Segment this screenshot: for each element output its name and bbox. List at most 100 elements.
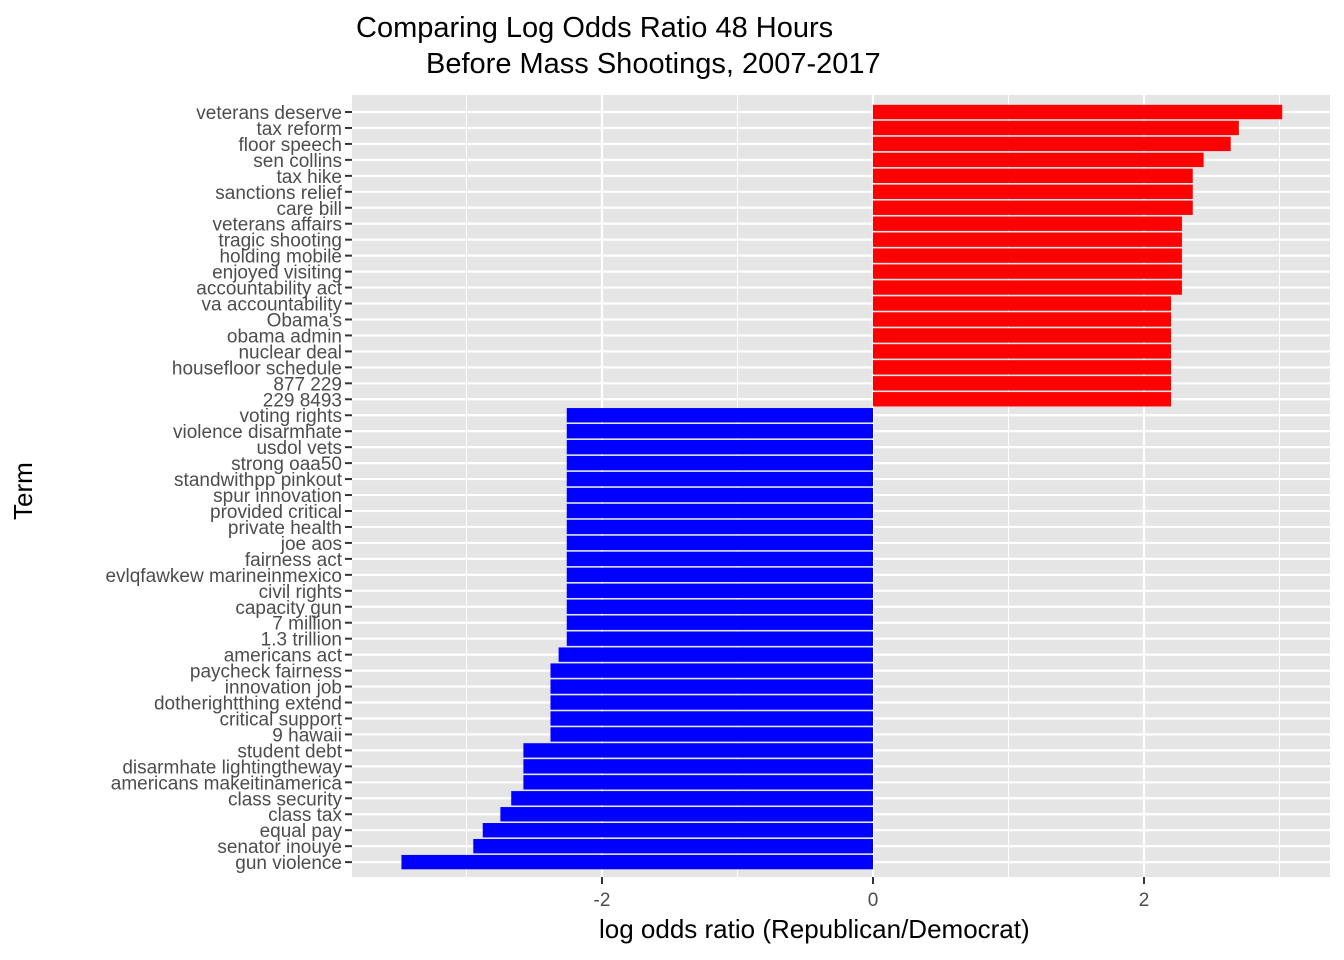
bar — [566, 615, 873, 630]
y-tick-label: private health — [228, 518, 342, 539]
y-tick-label: 877 229 — [273, 374, 342, 395]
bar — [566, 583, 873, 598]
y-tick-label: obama admin — [227, 326, 342, 347]
y-tick-label: 9 hawaii — [272, 725, 342, 746]
y-tick-label: equal pay — [260, 821, 343, 842]
y-tick-label: tragic shooting — [218, 231, 342, 252]
y-tick-label: spur innovation — [213, 486, 342, 507]
y-tick-label: voting rights — [240, 406, 342, 427]
bar — [401, 854, 873, 870]
y-tick-label: class tax — [268, 805, 342, 826]
y-tick-label: violence disarmhate — [173, 422, 342, 443]
bar — [873, 280, 1182, 295]
bar — [550, 695, 873, 710]
bar — [566, 535, 873, 551]
y-tick-label: usdol vets — [256, 438, 342, 459]
bar — [873, 104, 1283, 120]
y-tick-label: americans act — [224, 646, 343, 667]
bar — [873, 312, 1172, 327]
bar — [873, 200, 1193, 215]
y-tick-label: holding mobile — [219, 247, 342, 268]
chart-title-line-1: Comparing Log Odds Ratio 48 Hours — [356, 12, 834, 44]
bar — [873, 328, 1172, 343]
bar — [566, 455, 873, 471]
bar — [558, 647, 873, 662]
bar — [873, 232, 1182, 247]
bar — [550, 727, 873, 742]
y-tick-label: housefloor schedule — [172, 358, 342, 379]
bar — [550, 663, 873, 678]
y-tick-label: evlqfawkew marineinmexico — [105, 566, 342, 587]
y-tick-label: provided critical — [210, 502, 342, 523]
y-tick-label: care bill — [277, 199, 342, 220]
y-axis-title: Term — [8, 462, 38, 520]
y-tick-label: student debt — [237, 741, 342, 762]
y-tick-label: sen collins — [253, 151, 342, 172]
bar — [566, 471, 873, 487]
y-tick-label: tax reform — [256, 119, 342, 140]
y-tick-label: americans makeitinamerica — [111, 773, 343, 794]
y-tick-label: strong oaa50 — [231, 454, 342, 475]
x-tick-label: -2 — [594, 890, 611, 911]
y-tick-label: tax hike — [277, 167, 342, 188]
bar — [523, 759, 873, 774]
x-tick-label: 0 — [868, 890, 879, 911]
bar — [566, 599, 873, 614]
y-tick-label: 229 8493 — [263, 390, 342, 411]
bar — [873, 136, 1231, 152]
bar — [873, 184, 1193, 199]
y-tick-label: sanctions relief — [215, 183, 342, 204]
bar — [511, 791, 873, 806]
bar — [566, 551, 873, 567]
y-tick-label: civil rights — [259, 582, 342, 603]
bar — [873, 120, 1239, 136]
y-tick-label: fairness act — [245, 550, 343, 571]
bar — [566, 519, 873, 535]
bar — [523, 775, 873, 790]
bar — [473, 838, 873, 854]
y-tick-label: accountability act — [196, 279, 342, 300]
y-tick-label: innovation job — [225, 678, 342, 699]
y-tick-label: 1.3 trillion — [261, 630, 342, 651]
y-tick-label: critical support — [220, 709, 343, 730]
bar — [550, 711, 873, 726]
bar — [523, 743, 873, 758]
bar — [482, 823, 873, 838]
bar — [500, 807, 873, 822]
bar — [873, 392, 1172, 407]
y-tick-label: capacity gun — [235, 598, 342, 619]
bar — [873, 168, 1193, 184]
y-tick-label: veterans deserve — [196, 103, 342, 124]
bar — [873, 360, 1172, 375]
y-tick-label: dotherightthing extend — [154, 694, 342, 715]
y-tick-label: Obama's — [267, 310, 342, 331]
y-tick-label: paycheck fairness — [190, 662, 342, 683]
bar — [873, 296, 1172, 311]
bar — [566, 408, 873, 423]
y-tick-label: class security — [228, 789, 343, 810]
bar — [566, 631, 873, 646]
chart-title-line-2: Before Mass Shootings, 2007-2017 — [426, 48, 881, 80]
y-tick-label: nuclear deal — [238, 342, 342, 363]
y-tick-label: enjoyed visiting — [212, 263, 342, 284]
bar — [873, 248, 1182, 263]
x-tick-label: 2 — [1139, 890, 1150, 911]
y-tick-label: 7 million — [272, 614, 342, 635]
y-tick-label: senator inouye — [217, 837, 342, 858]
y-tick-label: veterans affairs — [212, 215, 342, 236]
y-tick-label: floor speech — [238, 135, 342, 156]
bar — [873, 152, 1204, 168]
bar — [566, 424, 873, 439]
y-tick-label: disarmhate lightingtheway — [122, 757, 342, 778]
x-axis-title: log odds ratio (Republican/Democrat) — [599, 914, 1030, 944]
bar — [566, 503, 873, 519]
bar — [873, 216, 1182, 231]
y-tick-label: va accountability — [202, 295, 343, 316]
bar — [873, 376, 1172, 391]
y-tick-label: standwithpp pinkout — [174, 470, 343, 491]
bar — [566, 567, 873, 583]
bar — [873, 264, 1182, 279]
bar — [550, 679, 873, 694]
y-tick-label: gun violence — [235, 853, 342, 874]
